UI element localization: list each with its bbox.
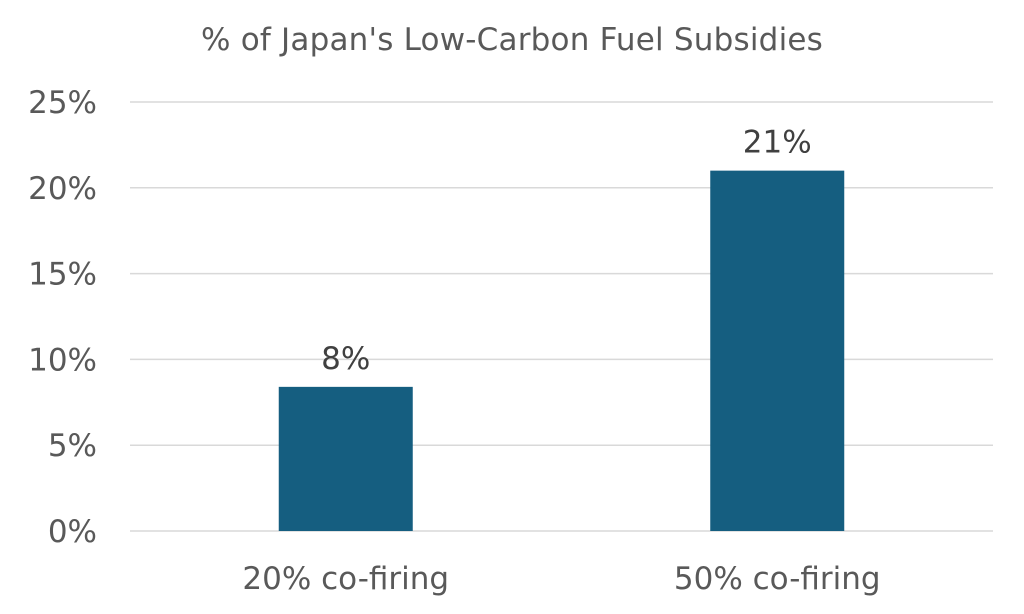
y-tick-label: 10% xyxy=(28,342,97,378)
data-labels: 8% 21% xyxy=(321,125,812,377)
y-tick-label: 15% xyxy=(28,257,97,293)
chart-title: % of Japan's Low-Carbon Fuel Subsidies xyxy=(201,22,823,58)
y-tick-label: 5% xyxy=(48,428,97,464)
x-axis-category-labels: 20% co-firing 50% co-firing xyxy=(242,561,880,597)
y-tick-label: 0% xyxy=(48,514,97,550)
data-label: 21% xyxy=(743,125,812,161)
category-label: 20% co-firing xyxy=(242,561,449,597)
bars xyxy=(278,170,845,531)
category-label: 50% co-firing xyxy=(674,561,881,597)
data-label: 8% xyxy=(321,341,370,377)
gridlines xyxy=(130,101,993,532)
bar xyxy=(710,170,845,531)
bar xyxy=(278,386,413,531)
y-tick-label: 20% xyxy=(28,171,97,207)
y-axis-tick-labels: 0% 5% 10% 15% 20% 25% xyxy=(28,85,97,550)
y-tick-label: 25% xyxy=(28,85,97,121)
